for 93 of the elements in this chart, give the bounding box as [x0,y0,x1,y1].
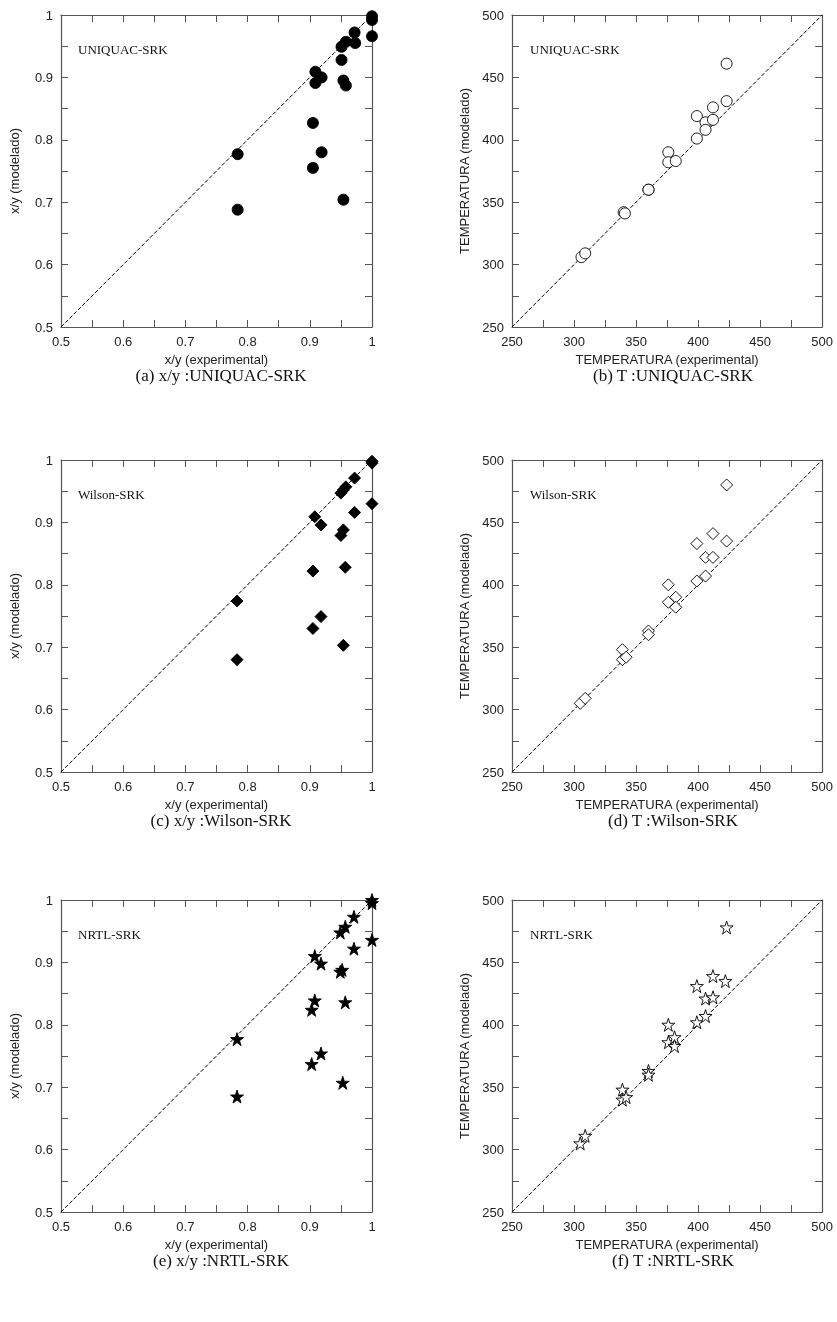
x-tick-label: 0.8 [238,779,257,794]
y-tick-label: 500 [482,7,504,23]
x-tick-label: 250 [501,1219,523,1234]
y-tick-label: 250 [482,764,504,780]
y-tick-label: 1 [45,452,53,468]
y-tick-label: 0.9 [34,954,53,970]
y-tick-label: 300 [482,1142,504,1158]
annotation: UNIQUAC-SRK [78,42,169,57]
text: (b) T :UNIQUAC-SRK [593,366,754,385]
x-tick-label: 1 [368,1219,376,1234]
x-tick-label: 250 [501,779,523,794]
x-tick-label: 0.6 [114,1219,133,1234]
x-tick-label: 0.6 [114,779,133,794]
text: (f) T :NRTL-SRK [611,1251,735,1270]
y-tick-label: 0.7 [34,639,53,655]
y-tick-label: 300 [482,257,504,273]
x-tick-label: 350 [625,779,647,794]
x-tick-label: 0.7 [176,334,195,349]
y-axis-title: TEMPERATURA (modelado) [457,88,473,254]
y-tick-label: 0.6 [34,702,53,718]
y-tick-label: 0.5 [34,764,53,780]
y-axis-title: x/y (modelado) [7,573,22,659]
y-tick-label: 0.7 [34,1079,53,1095]
x-tick-label: 0.6 [114,334,133,349]
y-tick-label: 450 [482,954,504,970]
x-tick-label: 350 [625,334,647,349]
text: (d) T :Wilson-SRK [608,811,739,830]
x-tick-label: 400 [687,779,709,794]
x-tick-label: 0.7 [176,1219,195,1234]
y-tick-label: 400 [482,132,504,148]
x-tick-label: 0.8 [238,1219,257,1234]
x-tick-label: 1 [368,334,376,349]
x-tick-label: 0.8 [238,334,257,349]
x-tick-label: 450 [749,1219,771,1234]
x-axis-title: x/y (experimental) [164,352,269,367]
text: (e) x/y :NRTL-SRK [153,1251,290,1270]
x-axis-title: TEMPERATURA (experimental) [575,797,759,812]
y-axis-title: TEMPERATURA (modelado) [457,973,473,1139]
y-tick-label: 350 [482,639,504,655]
annotation: Wilson-SRK [530,487,598,502]
x-tick-label: 0.9 [300,334,319,349]
x-tick-label: 500 [811,779,834,794]
x-tick-label: 0.9 [300,1219,319,1234]
text: (c) x/y :Wilson-SRK [150,811,293,830]
annotation: Wilson-SRK [78,487,146,502]
x-tick-label: 450 [749,779,771,794]
x-tick-label: 400 [687,334,709,349]
y-tick-label: 0.8 [34,1017,53,1033]
y-tick-label: 1 [45,7,53,23]
y-tick-label: 500 [482,892,504,908]
y-tick-label: 0.8 [34,132,53,148]
y-tick-label: 500 [482,452,504,468]
y-tick-label: 350 [482,1079,504,1095]
x-tick-label: 500 [811,334,834,349]
y-tick-label: 0.5 [34,1204,53,1220]
y-tick-label: 300 [482,702,504,718]
x-tick-label: 0.7 [176,779,195,794]
y-tick-label: 0.9 [34,514,53,530]
y-tick-label: 400 [482,1017,504,1033]
y-tick-label: 0.9 [34,69,53,85]
y-tick-label: 450 [482,69,504,85]
x-tick-label: 350 [625,1219,647,1234]
x-tick-label: 1 [368,779,376,794]
annotation: NRTL-SRK [530,927,594,942]
x-tick-label: 300 [563,1219,585,1234]
y-tick-label: 250 [482,1204,504,1220]
x-tick-label: 500 [811,1219,834,1234]
y-tick-label: 250 [482,319,504,335]
y-tick-label: 1 [45,892,53,908]
y-tick-label: 350 [482,194,504,210]
x-axis-title: x/y (experimental) [164,1237,269,1252]
y-axis-title: x/y (modelado) [7,128,22,214]
y-tick-label: 0.5 [34,319,53,335]
y-tick-label: 0.6 [34,257,53,273]
x-tick-label: 300 [563,779,585,794]
y-axis-title: TEMPERATURA (modelado) [457,533,473,699]
annotation: NRTL-SRK [78,927,142,942]
y-tick-label: 0.8 [34,577,53,593]
y-tick-label: 400 [482,577,504,593]
y-tick-label: 0.7 [34,194,53,210]
y-tick-label: 450 [482,514,504,530]
x-tick-label: 300 [563,334,585,349]
y-tick-label: 0.6 [34,1142,53,1158]
x-tick-label: 450 [749,334,771,349]
x-tick-label: 400 [687,1219,709,1234]
annotation: UNIQUAC-SRK [530,42,621,57]
y-axis-title: x/y (modelado) [7,1013,22,1099]
text: (a) x/y :UNIQUAC-SRK [135,366,308,385]
x-tick-label: 250 [501,334,523,349]
x-axis-title: TEMPERATURA (experimental) [575,352,759,367]
x-axis-title: x/y (experimental) [164,797,269,812]
x-tick-label: 0.9 [300,779,319,794]
x-axis-title: TEMPERATURA (experimental) [575,1237,759,1252]
